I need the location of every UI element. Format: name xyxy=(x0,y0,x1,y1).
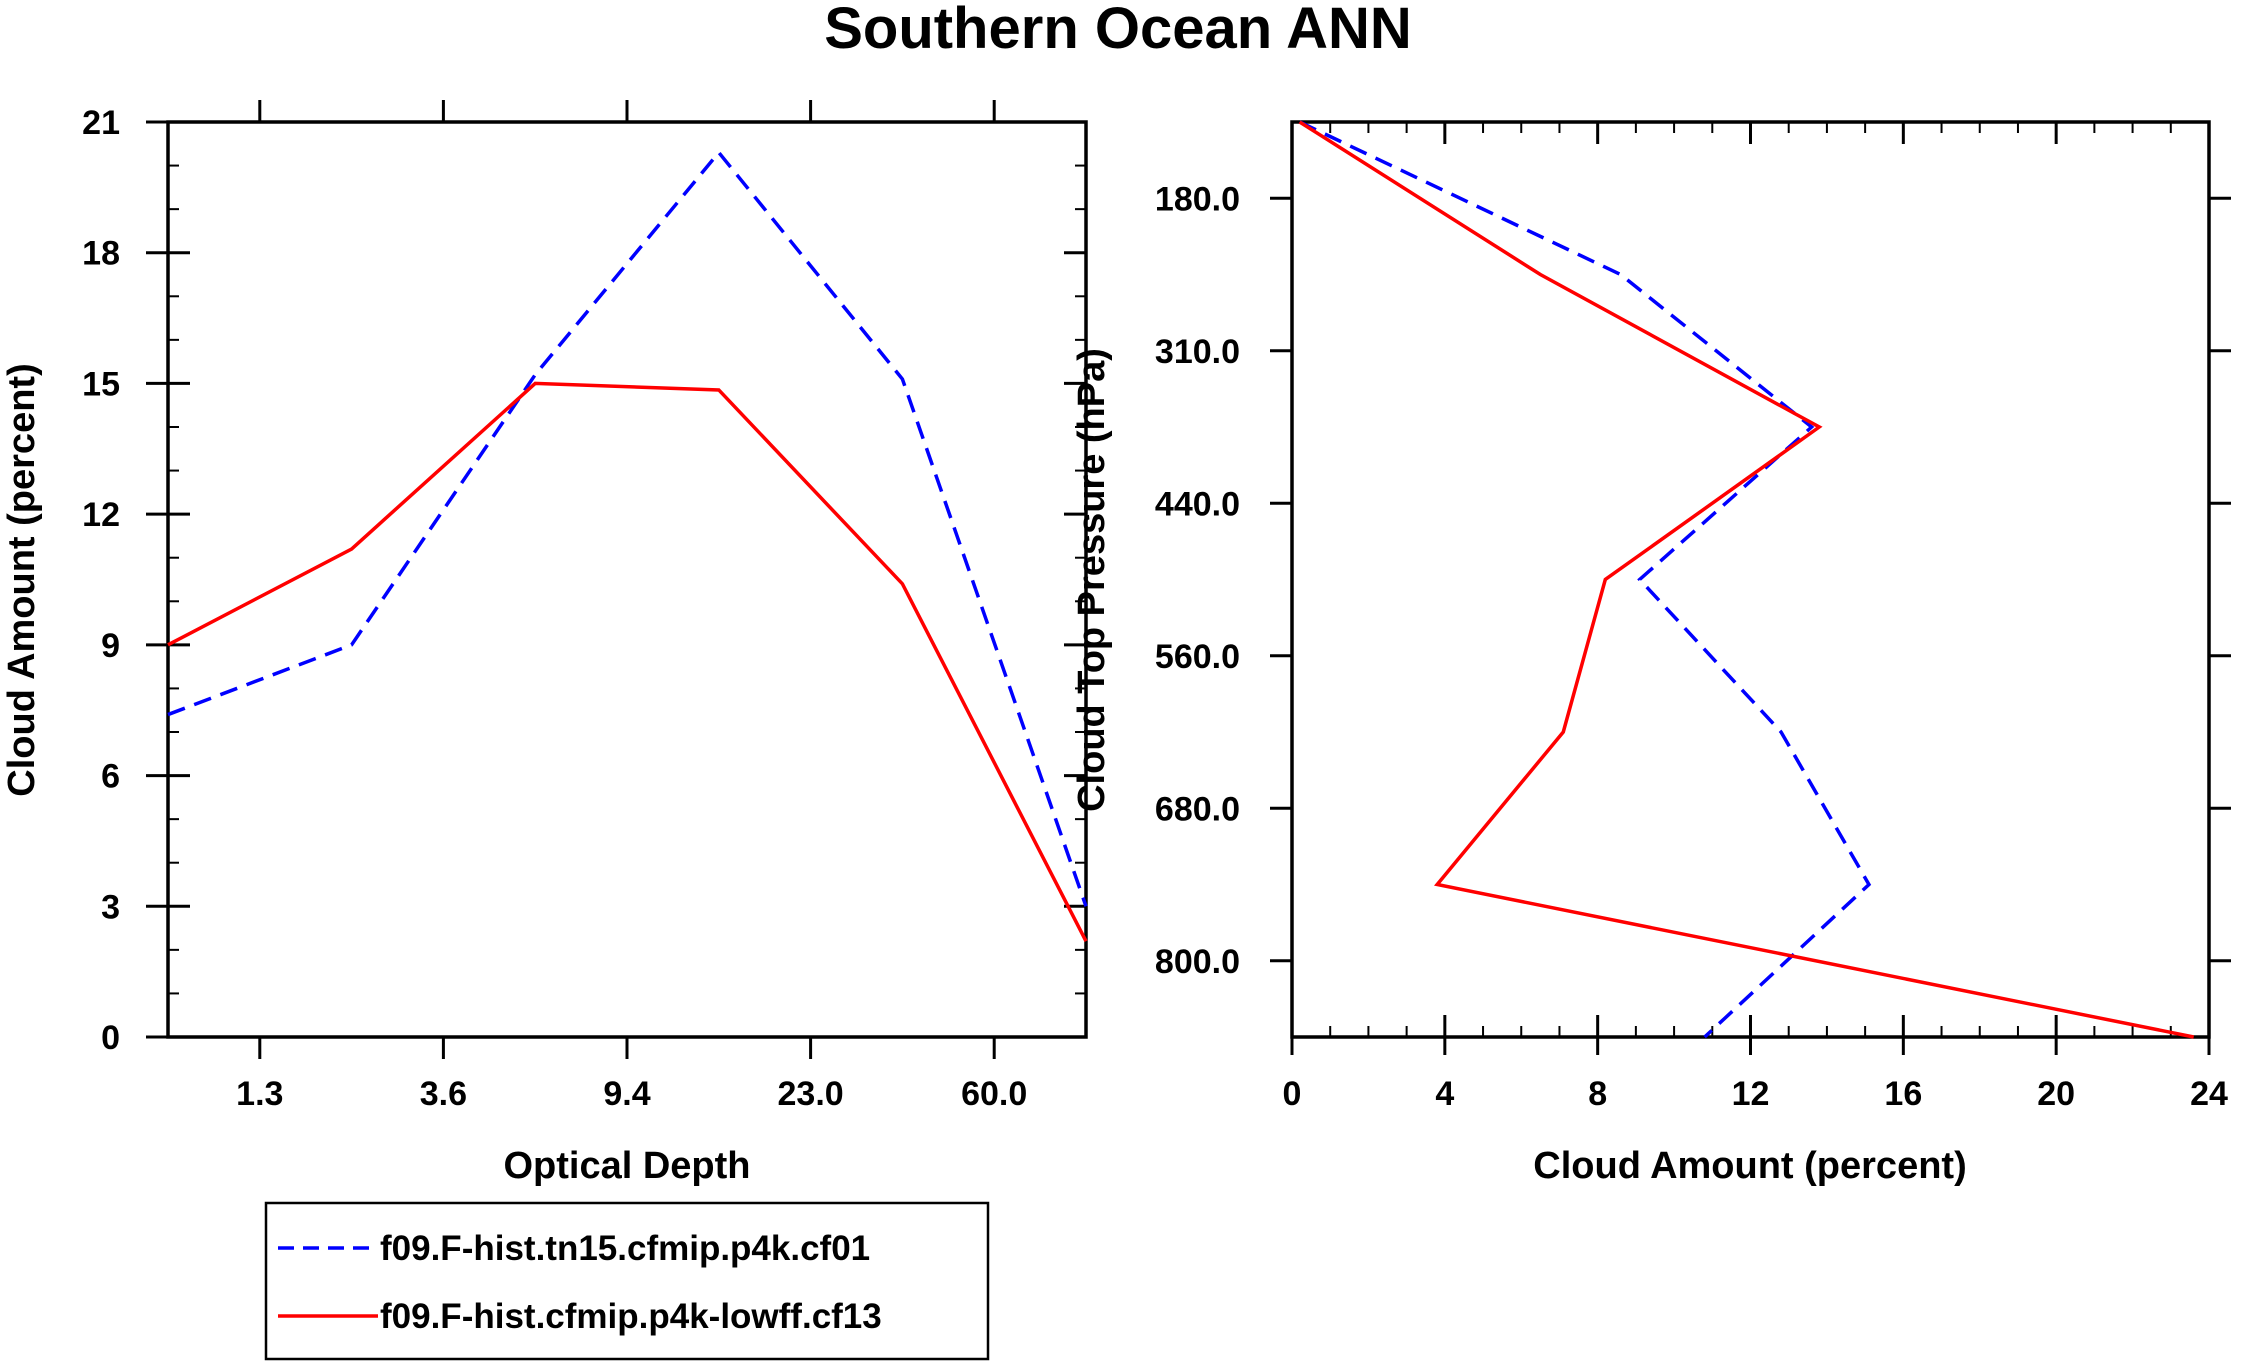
left-x-tick-label: 23.0 xyxy=(778,1075,844,1113)
right-x-tick-label: 8 xyxy=(1588,1075,1607,1113)
left-series-line-1 xyxy=(167,149,1088,907)
left-y-tick-label: 15 xyxy=(82,365,120,403)
right-series-lines xyxy=(1298,120,2195,1039)
right-y-axis-label: Cloud Top Pressure (hPa) xyxy=(1071,348,1113,812)
left-panel-optical-depth: 0 3 6 9 12 15 18 21 1.3 3.6 9.4 23.0 60.0 Optical De… xyxy=(1,100,1088,1187)
right-y-tick-label: 560.0 xyxy=(1155,638,1240,676)
left-y-tick-label: 9 xyxy=(101,627,120,665)
right-y-tick-label: 680.0 xyxy=(1155,790,1240,828)
right-x-tick-label: 16 xyxy=(1884,1075,1922,1113)
legend-box xyxy=(264,1201,990,1361)
left-y-axis-label: Cloud Amount (percent) xyxy=(1,363,43,796)
right-y-tick-label: 180.0 xyxy=(1155,180,1240,218)
left-x-tick-label: 1.3 xyxy=(236,1075,283,1113)
right-y-tick-label: 800.0 xyxy=(1155,943,1240,981)
left-y-tick-label: 12 xyxy=(82,496,120,534)
left-plot-frame xyxy=(166,120,1088,1039)
legend-label-1: f09.F-hist.tn15.cfmip.p4k.cf01 xyxy=(380,1229,870,1268)
right-x-axis-label: Cloud Amount (percent) xyxy=(1533,1145,1966,1187)
left-tick-marks xyxy=(146,100,1086,1059)
right-panel-cloud-top-pressure: 0 4 8 12 16 20 24 180.0 310.0 440.0 560.0 680.0 800.… xyxy=(1071,120,2231,1187)
legend: f09.F-hist.tn15.cfmip.p4k.cf01 f09.F-his… xyxy=(264,1201,990,1361)
left-tick-labels: 0 3 6 9 12 15 18 21 1.3 3.6 9.4 23.0 60.0 xyxy=(82,104,1027,1113)
right-plot-frame xyxy=(1290,120,2211,1039)
right-tick-marks xyxy=(1270,122,2231,1055)
left-series-lines xyxy=(167,149,1088,942)
left-series-line-2 xyxy=(167,381,1088,942)
right-series-line-1 xyxy=(1298,120,1872,1039)
right-x-tick-label: 12 xyxy=(1732,1075,1770,1113)
right-y-tick-label: 440.0 xyxy=(1155,485,1240,523)
right-tick-labels: 0 4 8 12 16 20 24 180.0 310.0 440.0 560.0 680.0 800.… xyxy=(1155,180,2228,1113)
right-x-tick-label: 0 xyxy=(1283,1075,1302,1113)
right-x-tick-label: 24 xyxy=(2190,1075,2228,1113)
left-y-tick-label: 0 xyxy=(101,1019,120,1057)
right-y-tick-label: 310.0 xyxy=(1155,333,1240,371)
left-y-tick-label: 6 xyxy=(101,758,120,796)
left-x-tick-label: 3.6 xyxy=(420,1075,467,1113)
left-y-tick-label: 21 xyxy=(82,104,120,142)
left-y-tick-label: 18 xyxy=(82,235,120,273)
right-x-tick-label: 20 xyxy=(2037,1075,2075,1113)
right-x-tick-label: 4 xyxy=(1435,1075,1454,1113)
left-y-tick-label: 3 xyxy=(101,888,120,926)
chart-title: Southern Ocean ANN xyxy=(824,0,1412,61)
right-series-line-2 xyxy=(1298,120,2195,1039)
legend-label-2: f09.F-hist.cfmip.p4k-lowff.cf13 xyxy=(380,1297,882,1336)
left-x-tick-label: 9.4 xyxy=(603,1075,650,1113)
left-x-axis-label: Optical Depth xyxy=(503,1145,750,1187)
left-x-tick-label: 60.0 xyxy=(961,1075,1027,1113)
